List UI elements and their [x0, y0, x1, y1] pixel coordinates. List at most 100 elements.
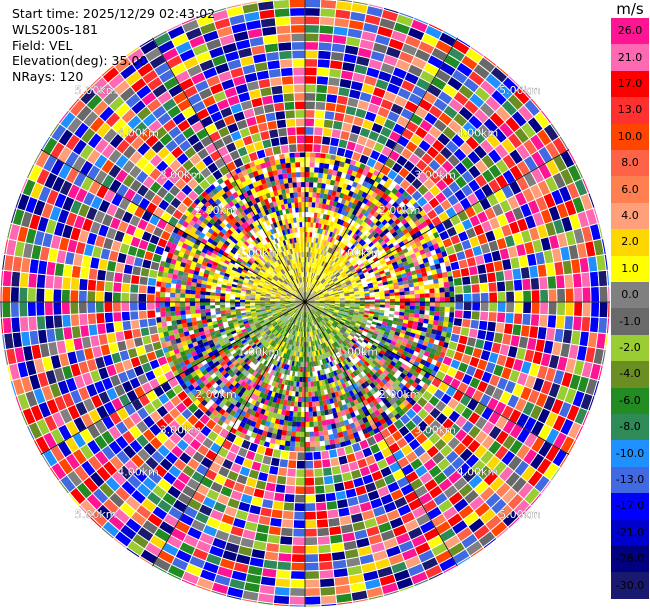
range-gate [325, 373, 330, 379]
range-gate [296, 222, 300, 228]
range-gate [299, 272, 302, 278]
range-gate [301, 321, 303, 327]
range-gate [224, 393, 232, 401]
range-gate [319, 157, 326, 164]
range-gate [308, 351, 311, 357]
range-gate [225, 190, 233, 197]
range-gate [194, 266, 201, 272]
range-gate [337, 357, 343, 363]
range-gate [312, 285, 317, 290]
range-gate [191, 381, 199, 389]
range-gate [265, 299, 271, 301]
range-gate [319, 405, 325, 411]
range-gate [302, 237, 305, 243]
range-gate [266, 213, 272, 220]
range-gate [351, 181, 358, 188]
range-gate [348, 334, 354, 339]
range-gate [279, 419, 285, 426]
range-gate [488, 301, 498, 313]
range-gate [283, 325, 288, 331]
range-gate [286, 293, 292, 297]
range-gate [250, 324, 256, 329]
range-gate [291, 350, 295, 356]
range-gate [316, 288, 321, 293]
range-gate [315, 269, 319, 275]
range-gate [216, 346, 223, 352]
range-gate [319, 284, 324, 289]
range-gate [385, 249, 392, 255]
range-gate [272, 201, 278, 207]
range-gate [272, 169, 278, 176]
range-gate [381, 192, 389, 200]
range-gate [197, 194, 205, 202]
range-gate [281, 409, 286, 416]
range-gate [239, 176, 246, 183]
range-gate [274, 255, 279, 261]
range-gate [337, 253, 342, 259]
range-gate [339, 420, 346, 427]
range-gate [176, 274, 183, 281]
range-gate [216, 363, 223, 370]
range-gate [293, 314, 297, 319]
range-gate [281, 324, 286, 329]
range-gate [347, 229, 353, 236]
range-gate [226, 183, 234, 191]
range-gate [310, 315, 313, 321]
range-gate [210, 305, 216, 309]
range-gate [218, 195, 225, 203]
range-gate [325, 269, 330, 275]
range-gate [389, 228, 396, 235]
range-gate [234, 388, 241, 396]
range-gate [326, 328, 331, 334]
range-gate [379, 357, 386, 364]
range-gate [323, 389, 328, 395]
range-gate [291, 274, 295, 280]
range-gate [311, 320, 315, 326]
range-gate [328, 259, 333, 265]
range-gate [207, 392, 215, 400]
range-gate [246, 219, 252, 226]
range-gate [311, 320, 314, 326]
range-gate [429, 306, 435, 312]
range-gate [174, 233, 182, 241]
range-gate [263, 243, 269, 250]
range-gate [434, 302, 440, 307]
range-gate [199, 330, 206, 336]
range-gate [302, 371, 305, 377]
range-gate [298, 341, 301, 347]
range-gate [301, 277, 303, 283]
range-gate [337, 241, 343, 247]
range-gate [196, 258, 204, 265]
range-gate [275, 297, 281, 300]
range-gate [364, 346, 370, 352]
range-gate [242, 191, 249, 199]
range-gate [237, 282, 243, 287]
range-gate [261, 258, 267, 264]
range-gate [369, 325, 376, 331]
range-gate [327, 279, 333, 284]
range-gate [298, 237, 301, 243]
range-gate [235, 289, 241, 293]
range-gate [318, 292, 323, 296]
range-gate [389, 295, 395, 300]
range-gate [313, 361, 317, 367]
range-gate [329, 248, 334, 254]
range-gate [193, 222, 200, 230]
range-gate [391, 249, 398, 256]
range-gate [337, 400, 343, 407]
range-gate [363, 204, 370, 211]
range-gate [388, 255, 395, 261]
range-gate [316, 329, 320, 335]
range-gate [269, 212, 275, 219]
range-gate [370, 354, 376, 360]
range-gate [255, 164, 262, 171]
range-gate [199, 346, 207, 353]
range-gate [219, 222, 226, 229]
range-gate [442, 276, 449, 283]
range-gate [377, 360, 384, 367]
range-gate [346, 328, 352, 333]
range-gate [349, 258, 355, 264]
range-gate [417, 352, 424, 359]
range-gate [300, 326, 303, 332]
range-gate [198, 255, 205, 261]
